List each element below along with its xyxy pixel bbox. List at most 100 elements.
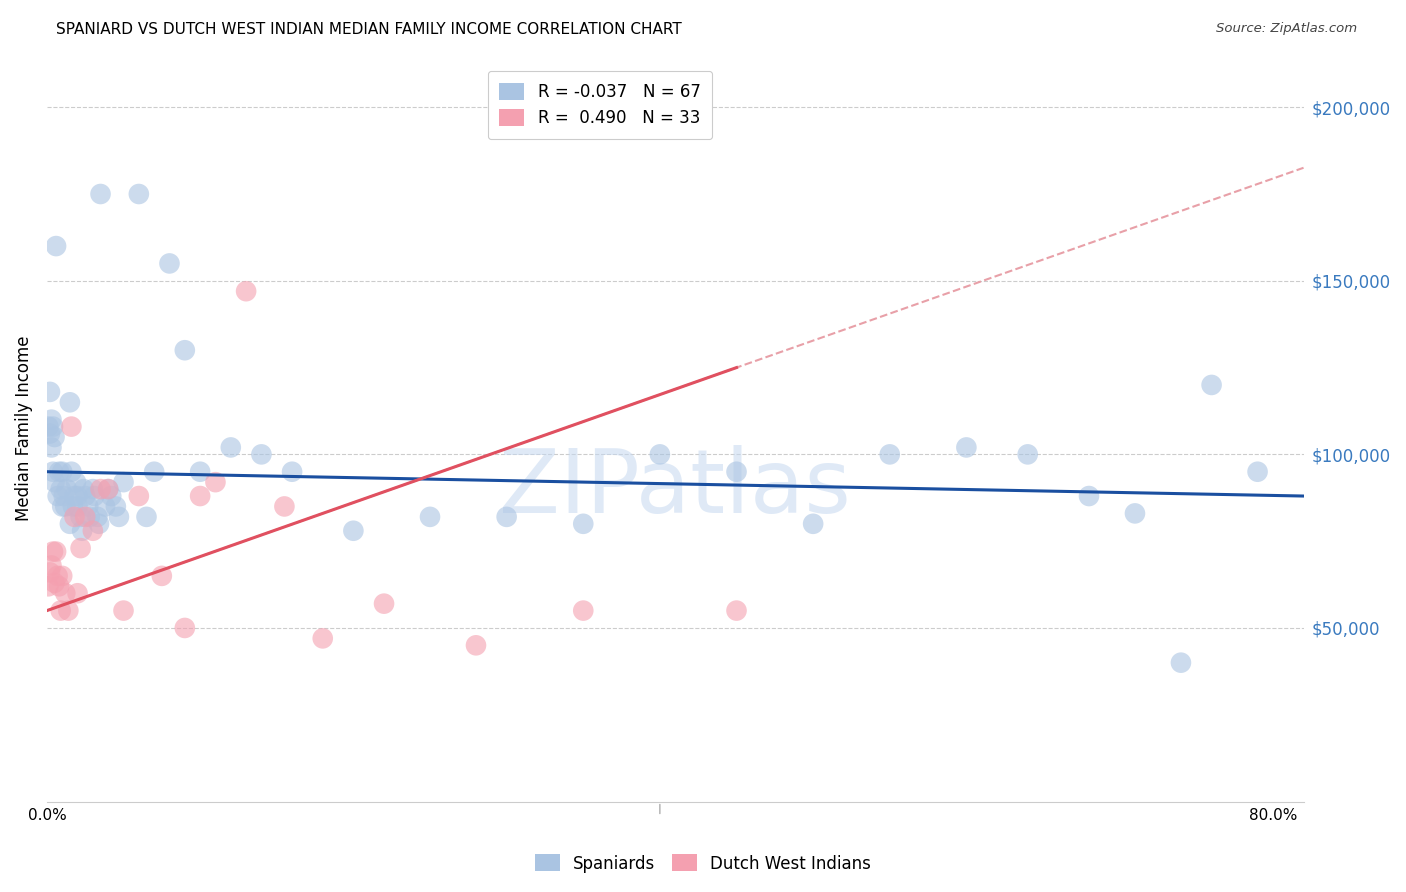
- Point: [89, 482, 111, 496]
- Point: [51, 569, 73, 583]
- Point: [135, 509, 157, 524]
- Point: [112, 604, 135, 618]
- Point: [173, 343, 195, 358]
- Point: [89, 186, 111, 201]
- Point: [104, 500, 127, 514]
- Point: [725, 465, 748, 479]
- Point: [41, 441, 63, 455]
- Point: [273, 500, 295, 514]
- Point: [41, 558, 63, 573]
- Point: [83, 489, 105, 503]
- Point: [45, 239, 67, 253]
- Point: [173, 621, 195, 635]
- Point: [53, 500, 76, 514]
- Text: SPANIARD VS DUTCH WEST INDIAN MEDIAN FAMILY INCOME CORRELATION CHART: SPANIARD VS DUTCH WEST INDIAN MEDIAN FAM…: [56, 22, 682, 37]
- Point: [73, 482, 96, 496]
- Point: [59, 516, 82, 531]
- Point: [465, 638, 488, 652]
- Point: [801, 516, 824, 531]
- Point: [250, 447, 273, 461]
- Point: [725, 604, 748, 618]
- Point: [39, 426, 62, 441]
- Point: [1123, 507, 1146, 521]
- Point: [48, 465, 70, 479]
- Point: [373, 597, 395, 611]
- Point: [75, 509, 97, 524]
- Point: [219, 441, 242, 455]
- Point: [39, 384, 62, 399]
- Point: [46, 569, 69, 583]
- Point: [45, 544, 67, 558]
- Point: [66, 500, 89, 514]
- Point: [879, 447, 901, 461]
- Point: [75, 489, 97, 503]
- Point: [100, 489, 122, 503]
- Point: [188, 465, 211, 479]
- Point: [63, 509, 86, 524]
- Point: [44, 575, 66, 590]
- Point: [46, 489, 69, 503]
- Point: [108, 509, 131, 524]
- Point: [648, 447, 671, 461]
- Point: [312, 632, 335, 646]
- Point: [66, 489, 89, 503]
- Point: [65, 475, 87, 490]
- Point: [56, 482, 79, 496]
- Text: ZIPatlas: ZIPatlas: [499, 444, 851, 532]
- Text: Source: ZipAtlas.com: Source: ZipAtlas.com: [1216, 22, 1357, 36]
- Point: [955, 441, 977, 455]
- Point: [53, 586, 76, 600]
- Point: [44, 475, 66, 490]
- Point: [188, 489, 211, 503]
- Point: [77, 500, 100, 514]
- Point: [128, 489, 150, 503]
- Point: [342, 524, 364, 538]
- Point: [1170, 656, 1192, 670]
- Y-axis label: Median Family Income: Median Family Income: [15, 335, 32, 521]
- Point: [204, 475, 226, 490]
- Point: [159, 256, 181, 270]
- Point: [143, 465, 166, 479]
- Point: [69, 509, 91, 524]
- Point: [58, 604, 80, 618]
- Point: [495, 509, 517, 524]
- Point: [69, 541, 91, 555]
- Point: [112, 475, 135, 490]
- Point: [51, 500, 73, 514]
- Point: [49, 482, 72, 496]
- Point: [572, 604, 595, 618]
- Point: [1078, 489, 1101, 503]
- Legend: R = -0.037   N = 67, R =  0.490   N = 33: R = -0.037 N = 67, R = 0.490 N = 33: [488, 71, 711, 139]
- Point: [37, 419, 59, 434]
- Point: [82, 524, 104, 538]
- Point: [94, 500, 117, 514]
- Point: [51, 465, 73, 479]
- Point: [150, 569, 173, 583]
- Point: [97, 482, 120, 496]
- Point: [82, 482, 104, 496]
- Point: [63, 489, 86, 503]
- Point: [281, 465, 304, 479]
- Point: [60, 419, 83, 434]
- Point: [66, 586, 89, 600]
- Point: [1201, 378, 1223, 392]
- Point: [39, 566, 62, 580]
- Point: [97, 482, 120, 496]
- Point: [42, 419, 65, 434]
- Point: [52, 489, 75, 503]
- Point: [235, 284, 257, 298]
- Point: [42, 465, 65, 479]
- Point: [41, 412, 63, 426]
- Point: [572, 516, 595, 531]
- Point: [59, 395, 82, 409]
- Point: [86, 509, 108, 524]
- Point: [60, 465, 83, 479]
- Point: [87, 516, 110, 531]
- Point: [44, 430, 66, 444]
- Point: [49, 604, 72, 618]
- Point: [62, 500, 84, 514]
- Point: [79, 509, 101, 524]
- Point: [1017, 447, 1039, 461]
- Point: [37, 579, 59, 593]
- Point: [1246, 465, 1268, 479]
